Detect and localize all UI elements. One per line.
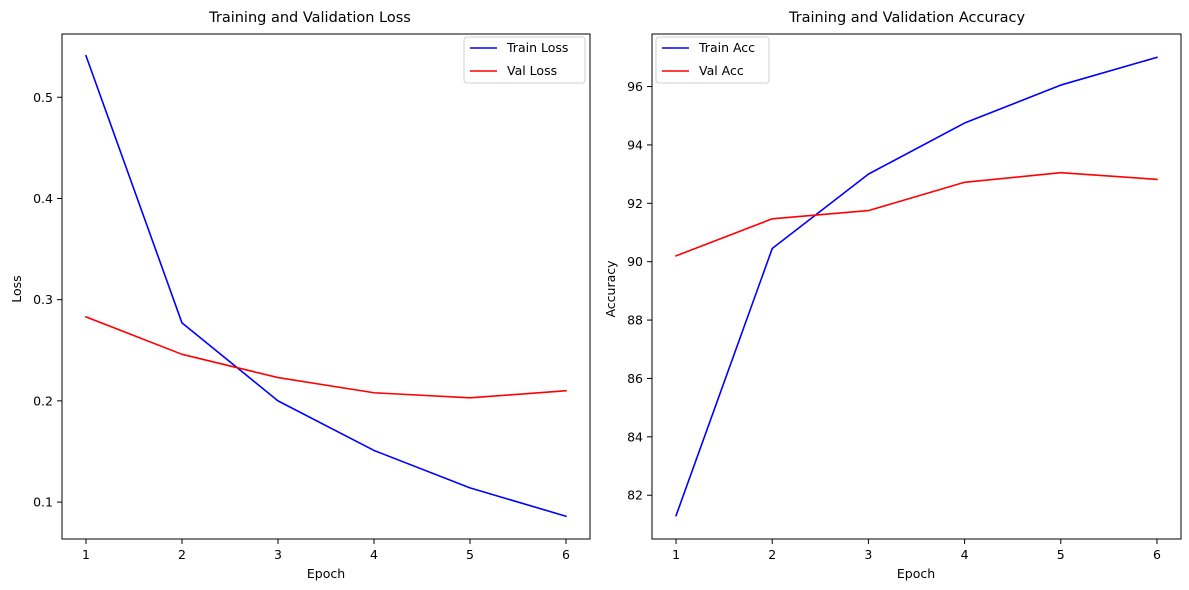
loss-chart-frame	[61, 33, 591, 540]
accuracy-chart-frame	[651, 33, 1182, 540]
loss-chart-title: Training and Validation Loss	[208, 10, 411, 26]
loss-y-tick-label: 0.5	[33, 90, 53, 105]
accuracy-x-tick-label: 4	[961, 547, 969, 562]
loss-chart-marks	[84, 54, 567, 518]
loss-x-tick-label: 3	[274, 547, 282, 562]
loss-legend-label-train: Train Loss	[506, 40, 568, 55]
accuracy-y-tick-label: 94	[627, 137, 643, 152]
accuracy-chart-xlabel: Epoch	[897, 566, 935, 581]
loss-chart-legend: Train Loss Val Loss	[463, 36, 586, 84]
loss-legend-label-val: Val Loss	[507, 63, 557, 78]
loss-y-tick-label: 0.4	[33, 191, 53, 206]
accuracy-x-tick-label: 5	[1057, 547, 1065, 562]
accuracy-legend-label-train: Train Acc	[698, 40, 755, 55]
accuracy-y-tick-label: 92	[627, 196, 643, 211]
accuracy-chart-ticks: 1 2 3 4 5 6 82 84 86 88 90 92 94 96	[627, 79, 1161, 562]
loss-y-tick-label: 0.3	[33, 292, 53, 307]
loss-x-tick-label: 4	[370, 547, 378, 562]
loss-x-tick-label: 5	[466, 547, 474, 562]
accuracy-y-tick-label: 84	[627, 429, 643, 444]
accuracy-y-tick-label: 82	[627, 488, 643, 503]
accuracy-x-tick-label: 1	[672, 547, 680, 562]
accuracy-y-tick-label: 96	[627, 79, 643, 94]
loss-y-tick-label: 0.1	[33, 495, 53, 510]
loss-chart-panel: Training and Validation Loss Epoch Loss …	[9, 10, 591, 581]
loss-series-line-train	[84, 54, 567, 518]
accuracy-legend-label-val: Val Acc	[699, 63, 744, 78]
loss-x-tick-label: 2	[178, 547, 186, 562]
accuracy-chart-panel: Training and Validation Accuracy Epoch A…	[603, 10, 1182, 581]
accuracy-x-tick-label: 6	[1153, 547, 1161, 562]
accuracy-series-line-train	[675, 56, 1158, 517]
accuracy-y-tick-label: 86	[627, 371, 643, 386]
loss-x-tick-label: 1	[82, 547, 90, 562]
loss-chart-ticks: 1 2 3 4 5 6 0.1 0.2 0.3 0.4 0.5	[33, 90, 570, 562]
accuracy-series-line-val	[675, 171, 1158, 257]
accuracy-y-tick-label: 90	[627, 254, 643, 269]
accuracy-y-tick-label: 88	[627, 313, 643, 328]
loss-x-tick-label: 6	[562, 547, 570, 562]
accuracy-chart-title: Training and Validation Accuracy	[788, 10, 1026, 26]
loss-series-line-val	[84, 315, 567, 399]
accuracy-chart-legend: Train Acc Val Acc	[655, 36, 770, 84]
loss-chart-xlabel: Epoch	[307, 566, 345, 581]
accuracy-chart-ylabel: Accuracy	[603, 260, 618, 318]
loss-y-tick-label: 0.2	[33, 393, 53, 408]
loss-chart-ylabel: Loss	[9, 275, 24, 302]
accuracy-x-tick-label: 3	[864, 547, 872, 562]
accuracy-x-tick-label: 2	[768, 547, 776, 562]
accuracy-chart-marks	[675, 56, 1158, 517]
